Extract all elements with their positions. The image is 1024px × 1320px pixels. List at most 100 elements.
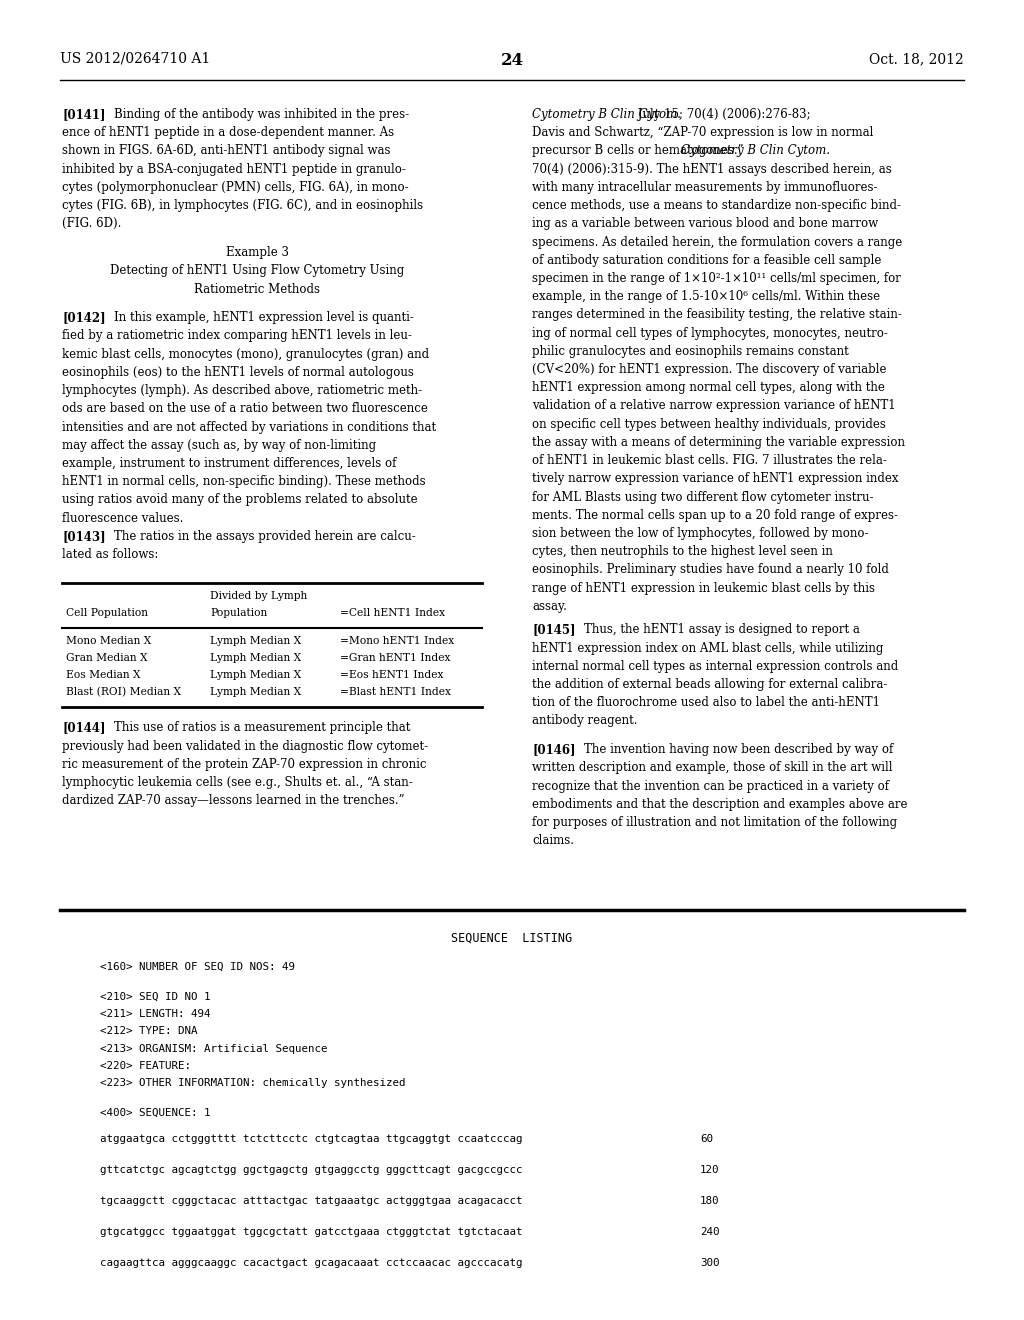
Text: <210> SEQ ID NO 1: <210> SEQ ID NO 1 bbox=[100, 991, 211, 1002]
Text: for purposes of illustration and not limitation of the following: for purposes of illustration and not lim… bbox=[532, 816, 897, 829]
Text: Example 3: Example 3 bbox=[225, 246, 289, 259]
Text: <211> LENGTH: 494: <211> LENGTH: 494 bbox=[100, 1008, 211, 1019]
Text: (FIG. 6D).: (FIG. 6D). bbox=[62, 218, 122, 230]
Text: 300: 300 bbox=[700, 1258, 720, 1269]
Text: Ratiometric Methods: Ratiometric Methods bbox=[194, 282, 319, 296]
Text: with many intracellular measurements by immunofluores-: with many intracellular measurements by … bbox=[532, 181, 878, 194]
Text: US 2012/0264710 A1: US 2012/0264710 A1 bbox=[60, 51, 210, 66]
Text: on specific cell types between healthy individuals, provides: on specific cell types between healthy i… bbox=[532, 417, 886, 430]
Text: Mono Median X: Mono Median X bbox=[66, 636, 152, 647]
Text: ranges determined in the feasibility testing, the relative stain-: ranges determined in the feasibility tes… bbox=[532, 309, 902, 321]
Text: The invention having now been described by way of: The invention having now been described … bbox=[584, 743, 893, 756]
Text: Thus, the hENT1 assay is designed to report a: Thus, the hENT1 assay is designed to rep… bbox=[584, 623, 860, 636]
Text: <160> NUMBER OF SEQ ID NOS: 49: <160> NUMBER OF SEQ ID NOS: 49 bbox=[100, 962, 295, 973]
Text: [0143]: [0143] bbox=[62, 529, 105, 543]
Text: range of hENT1 expression in leukemic blast cells by this: range of hENT1 expression in leukemic bl… bbox=[532, 582, 874, 594]
Text: recognize that the invention can be practiced in a variety of: recognize that the invention can be prac… bbox=[532, 780, 889, 792]
Text: may affect the assay (such as, by way of non-limiting: may affect the assay (such as, by way of… bbox=[62, 438, 376, 451]
Text: previously had been validated in the diagnostic flow cytomet-: previously had been validated in the dia… bbox=[62, 739, 428, 752]
Text: of antibody saturation conditions for a feasible cell sample: of antibody saturation conditions for a … bbox=[532, 253, 882, 267]
Text: of hENT1 in leukemic blast cells. FIG. 7 illustrates the rela-: of hENT1 in leukemic blast cells. FIG. 7… bbox=[532, 454, 887, 467]
Text: Davis and Schwartz, “ZAP-70 expression is low in normal: Davis and Schwartz, “ZAP-70 expression i… bbox=[532, 127, 873, 139]
Text: hENT1 in normal cells, non-specific binding). These methods: hENT1 in normal cells, non-specific bind… bbox=[62, 475, 426, 488]
Text: fied by a ratiometric index comparing hENT1 levels in leu-: fied by a ratiometric index comparing hE… bbox=[62, 330, 412, 342]
Text: Blast (ROI) Median X: Blast (ROI) Median X bbox=[66, 686, 181, 697]
Text: =Eos hENT1 Index: =Eos hENT1 Index bbox=[340, 669, 443, 680]
Text: cytes (FIG. 6B), in lymphocytes (FIG. 6C), and in eosinophils: cytes (FIG. 6B), in lymphocytes (FIG. 6C… bbox=[62, 199, 423, 213]
Text: Cytometry B Clin Cytom.: Cytometry B Clin Cytom. bbox=[681, 144, 829, 157]
Text: SEQUENCE  LISTING: SEQUENCE LISTING bbox=[452, 932, 572, 945]
Text: lated as follows:: lated as follows: bbox=[62, 548, 159, 561]
Text: [0145]: [0145] bbox=[532, 623, 575, 636]
Text: =Gran hENT1 Index: =Gran hENT1 Index bbox=[340, 653, 451, 663]
Text: Lymph Median X: Lymph Median X bbox=[210, 669, 301, 680]
Text: using ratios avoid many of the problems related to absolute: using ratios avoid many of the problems … bbox=[62, 494, 418, 507]
Text: eosinophils (eos) to the hENT1 levels of normal autologous: eosinophils (eos) to the hENT1 levels of… bbox=[62, 366, 414, 379]
Text: dardized ZAP-70 assay—lessons learned in the trenches.”: dardized ZAP-70 assay—lessons learned in… bbox=[62, 795, 404, 808]
Text: hENT1 expression among normal cell types, along with the: hENT1 expression among normal cell types… bbox=[532, 381, 885, 395]
Text: Gran Median X: Gran Median X bbox=[66, 653, 147, 663]
Text: gtgcatggcc tggaatggat tggcgctatt gatcctgaaa ctgggtctat tgtctacaat: gtgcatggcc tggaatggat tggcgctatt gatcctg… bbox=[100, 1228, 522, 1237]
Text: <213> ORGANISM: Artificial Sequence: <213> ORGANISM: Artificial Sequence bbox=[100, 1044, 328, 1053]
Text: precursor B cells or hematogones.”: precursor B cells or hematogones.” bbox=[532, 144, 748, 157]
Text: 70(4) (2006):315-9). The hENT1 assays described herein, as: 70(4) (2006):315-9). The hENT1 assays de… bbox=[532, 162, 892, 176]
Text: Lymph Median X: Lymph Median X bbox=[210, 653, 301, 663]
Text: Binding of the antibody was inhibited in the pres-: Binding of the antibody was inhibited in… bbox=[114, 108, 410, 121]
Text: (CV<20%) for hENT1 expression. The discovery of variable: (CV<20%) for hENT1 expression. The disco… bbox=[532, 363, 887, 376]
Text: lymphocytes (lymph). As described above, ratiometric meth-: lymphocytes (lymph). As described above,… bbox=[62, 384, 422, 397]
Text: cytes, then neutrophils to the highest level seen in: cytes, then neutrophils to the highest l… bbox=[532, 545, 833, 558]
Text: 24: 24 bbox=[501, 51, 523, 69]
Text: This use of ratios is a measurement principle that: This use of ratios is a measurement prin… bbox=[114, 722, 411, 734]
Text: Detecting of hENT1 Using Flow Cytometry Using: Detecting of hENT1 Using Flow Cytometry … bbox=[110, 264, 404, 277]
Text: [0144]: [0144] bbox=[62, 722, 105, 734]
Text: The ratios in the assays provided herein are calcu-: The ratios in the assays provided herein… bbox=[114, 529, 416, 543]
Text: lymphocytic leukemia cells (see e.g., Shults et. al., “A stan-: lymphocytic leukemia cells (see e.g., Sh… bbox=[62, 776, 413, 789]
Text: eosinophils. Preliminary studies have found a nearly 10 fold: eosinophils. Preliminary studies have fo… bbox=[532, 564, 889, 577]
Text: shown in FIGS. 6A-6D, anti-hENT1 antibody signal was: shown in FIGS. 6A-6D, anti-hENT1 antibod… bbox=[62, 144, 390, 157]
Text: assay.: assay. bbox=[532, 599, 567, 612]
Text: hENT1 expression index on AML blast cells, while utilizing: hENT1 expression index on AML blast cell… bbox=[532, 642, 884, 655]
Text: Oct. 18, 2012: Oct. 18, 2012 bbox=[869, 51, 964, 66]
Text: tion of the fluorochrome used also to label the anti-hENT1: tion of the fluorochrome used also to la… bbox=[532, 696, 880, 709]
Text: =Blast hENT1 Index: =Blast hENT1 Index bbox=[340, 686, 451, 697]
Text: ments. The normal cells span up to a 20 fold range of expres-: ments. The normal cells span up to a 20 … bbox=[532, 508, 898, 521]
Text: specimens. As detailed herein, the formulation covers a range: specimens. As detailed herein, the formu… bbox=[532, 235, 902, 248]
Text: example, instrument to instrument differences, levels of: example, instrument to instrument differ… bbox=[62, 457, 396, 470]
Text: =Cell hENT1 Index: =Cell hENT1 Index bbox=[340, 607, 445, 618]
Text: [0141]: [0141] bbox=[62, 108, 105, 121]
Text: Population: Population bbox=[210, 607, 267, 618]
Text: ing as a variable between various blood and bone marrow: ing as a variable between various blood … bbox=[532, 218, 879, 230]
Text: for AML Blasts using two different flow cytometer instru-: for AML Blasts using two different flow … bbox=[532, 491, 873, 503]
Text: tgcaaggctt cgggctacac atttactgac tatgaaatgc actgggtgaa acagacacct: tgcaaggctt cgggctacac atttactgac tatgaaa… bbox=[100, 1196, 522, 1206]
Text: Cytometry B Clin Cytom.: Cytometry B Clin Cytom. bbox=[532, 108, 681, 121]
Text: sion between the low of lymphocytes, followed by mono-: sion between the low of lymphocytes, fol… bbox=[532, 527, 868, 540]
Text: <400> SEQUENCE: 1: <400> SEQUENCE: 1 bbox=[100, 1107, 211, 1118]
Text: specimen in the range of 1×10²-1×10¹¹ cells/ml specimen, for: specimen in the range of 1×10²-1×10¹¹ ce… bbox=[532, 272, 901, 285]
Text: cence methods, use a means to standardize non-specific bind-: cence methods, use a means to standardiz… bbox=[532, 199, 901, 213]
Text: <220> FEATURE:: <220> FEATURE: bbox=[100, 1061, 191, 1071]
Text: July 15; 70(4) (2006):276-83;: July 15; 70(4) (2006):276-83; bbox=[634, 108, 810, 121]
Text: <223> OTHER INFORMATION: chemically synthesized: <223> OTHER INFORMATION: chemically synt… bbox=[100, 1078, 406, 1088]
Text: internal normal cell types as internal expression controls and: internal normal cell types as internal e… bbox=[532, 660, 898, 673]
Text: the addition of external beads allowing for external calibra-: the addition of external beads allowing … bbox=[532, 678, 888, 690]
Text: 120: 120 bbox=[700, 1164, 720, 1175]
Text: <212> TYPE: DNA: <212> TYPE: DNA bbox=[100, 1026, 198, 1036]
Text: 180: 180 bbox=[700, 1196, 720, 1206]
Text: 240: 240 bbox=[700, 1228, 720, 1237]
Text: fluorescence values.: fluorescence values. bbox=[62, 512, 183, 524]
Text: embodiments and that the description and examples above are: embodiments and that the description and… bbox=[532, 797, 907, 810]
Text: 60: 60 bbox=[700, 1134, 713, 1143]
Text: Divided by Lymph: Divided by Lymph bbox=[210, 591, 307, 601]
Text: cagaagttca agggcaaggc cacactgact gcagacaaat cctccaacac agcccacatg: cagaagttca agggcaaggc cacactgact gcagaca… bbox=[100, 1258, 522, 1269]
Text: the assay with a means of determining the variable expression: the assay with a means of determining th… bbox=[532, 436, 905, 449]
Text: ence of hENT1 peptide in a dose-dependent manner. As: ence of hENT1 peptide in a dose-dependen… bbox=[62, 127, 394, 139]
Text: intensities and are not affected by variations in conditions that: intensities and are not affected by vari… bbox=[62, 421, 436, 433]
Text: Cell Population: Cell Population bbox=[66, 607, 148, 618]
Text: philic granulocytes and eosinophils remains constant: philic granulocytes and eosinophils rema… bbox=[532, 345, 849, 358]
Text: [0142]: [0142] bbox=[62, 312, 105, 325]
Text: ric measurement of the protein ZAP-70 expression in chronic: ric measurement of the protein ZAP-70 ex… bbox=[62, 758, 427, 771]
Text: gttcatctgc agcagtctgg ggctgagctg gtgaggcctg gggcttcagt gacgccgccc: gttcatctgc agcagtctgg ggctgagctg gtgaggc… bbox=[100, 1164, 522, 1175]
Text: =Mono hENT1 Index: =Mono hENT1 Index bbox=[340, 636, 455, 647]
Text: tively narrow expression variance of hENT1 expression index: tively narrow expression variance of hEN… bbox=[532, 473, 898, 486]
Text: cytes (polymorphonuclear (PMN) cells, FIG. 6A), in mono-: cytes (polymorphonuclear (PMN) cells, FI… bbox=[62, 181, 409, 194]
